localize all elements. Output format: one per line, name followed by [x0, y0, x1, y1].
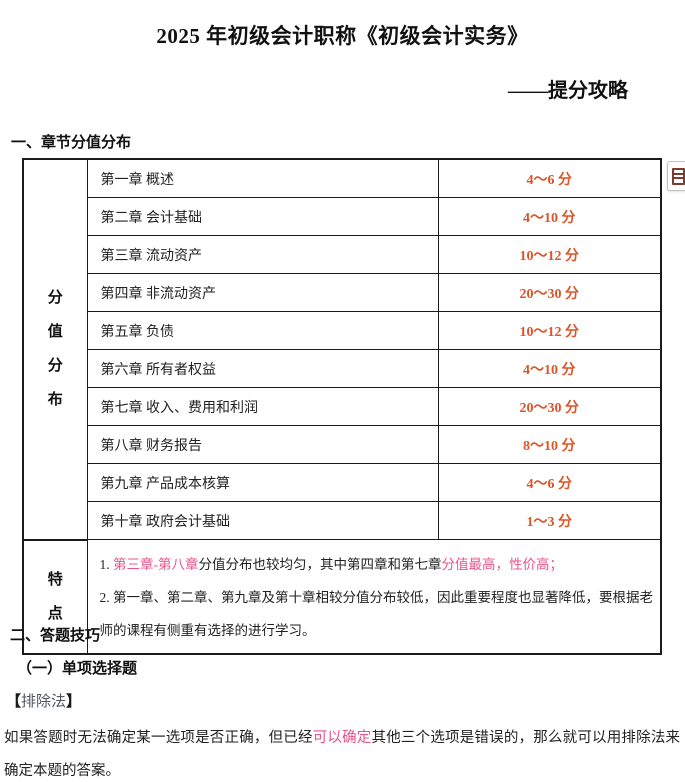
score-cell: 8～10 分	[437, 425, 662, 464]
score-cell: 4～6 分	[437, 463, 662, 502]
table-row: 第五章 负债 10～12 分	[23, 311, 662, 350]
score-cell: 1～3 分	[437, 501, 662, 540]
score-distribution-vertical-label: 分值分布	[47, 290, 63, 409]
note1-highlight: 分值最高，性价高；	[441, 557, 564, 572]
score-distribution-table: 分值分布 第一章 概述 4～6 分第二章 会计基础 4～10 分第三章 流动资产 10～…	[22, 158, 662, 655]
page-subtitle: ——提分攻略	[508, 80, 628, 102]
table-row: 第六章 所有者权益 4～10 分	[23, 349, 662, 388]
chapter-cell: 第七章 收入、费用和利润	[86, 387, 439, 426]
note1-body: 分值分布也较均匀，其中第四章和第七章	[198, 557, 442, 572]
chapter-cell: 第三章 流动资产	[86, 235, 439, 274]
section2-sub-heading: （一）单项选择题	[17, 661, 138, 677]
score-cell: 4～10 分	[437, 197, 662, 236]
score-rows: 分值分布 第一章 概述 4～6 分第二章 会计基础 4～10 分第三章 流动资产 10～…	[22, 158, 662, 540]
chapter-cell: 第九章 产品成本核算	[86, 463, 439, 502]
chapter-cell: 第十章 政府会计基础	[86, 501, 439, 540]
bracket-open: 【	[6, 694, 22, 710]
section2-heading: 二、答题技巧	[10, 628, 101, 644]
paragraph-highlight: 可以确定	[312, 730, 372, 746]
feature-note-2: 2. 第一章、第二章、第九章及第十章相较分值分布较低，因此重要程度也显著降低，要…	[99, 590, 654, 638]
table-row: 第三章 流动资产 10～12 分	[23, 235, 662, 274]
score-cell: 20～30 分	[437, 273, 662, 312]
note1-prefix: 1.	[99, 557, 113, 572]
feature-vertical-label: 特点	[47, 571, 63, 622]
table-row: 第十章 政府会计基础 1～3 分	[23, 501, 662, 540]
section1-heading: 一、章节分值分布	[11, 135, 132, 151]
score-distribution-label-cell: 分值分布	[22, 158, 88, 540]
score-cell: 20～30 分	[437, 387, 662, 426]
table-row: 分值分布 第一章 概述 4～6 分	[22, 158, 662, 540]
chapter-cell: 第八章 财务报告	[86, 425, 439, 464]
table-row: 第七章 收入、费用和利润 20～30 分	[23, 387, 662, 426]
feature-note-1: 1. 第三章-第八章分值分布也较均匀，其中第四章和第七章分值最高，性价高；	[100, 548, 661, 581]
table-row: 第二章 会计基础 4～10 分	[23, 197, 662, 236]
chapter-cell: 第六章 所有者权益	[86, 349, 439, 388]
score-cell: 10～12 分	[437, 235, 662, 274]
feature-row-group: 特点 1. 第三章-第八章分值分布也较均匀，其中第四章和第七章分值最高，性价高；…	[22, 538, 662, 655]
feature-label-cell: 特点	[22, 538, 88, 655]
method-title: 【排除法】	[6, 690, 81, 711]
table-grid-icon	[672, 168, 685, 185]
table-row: 第九章 产品成本核算 4～6 分	[23, 463, 662, 502]
page-title: 2025 年初级会计职称《初级会计实务》	[156, 24, 529, 48]
bracket-close: 】	[66, 694, 82, 710]
score-cell: 4～6 分	[437, 158, 662, 198]
table-tool-button[interactable]	[667, 161, 685, 191]
score-cell: 4～10 分	[437, 349, 662, 388]
chapter-cell: 第四章 非流动资产	[86, 273, 439, 312]
body-paragraph: 如果答题时无法确定某一选项是否正确，但已经可以确定其他三个选项是错误的，那么就可…	[4, 722, 680, 782]
paragraph-text-2: 其他三个选项是错误的，那么就可以用排除法来确定本题的答案。	[4, 730, 681, 779]
table-row: 第八章 财务报告 8～10 分	[23, 425, 662, 464]
chapter-cell: 第二章 会计基础	[86, 197, 439, 236]
method-name: 排除法	[21, 694, 67, 710]
chapter-cell: 第五章 负债	[86, 311, 439, 350]
paragraph-text-1: 如果答题时无法确定某一选项是否正确，但已经	[4, 730, 313, 746]
chapter-cell: 第一章 概述	[86, 158, 439, 198]
score-cell: 10～12 分	[437, 311, 662, 350]
feature-row: 特点 1. 第三章-第八章分值分布也较均匀，其中第四章和第七章分值最高，性价高；…	[22, 538, 662, 655]
note1-chapter-range: 第三章-第八章	[113, 557, 199, 572]
table-row: 第四章 非流动资产 20～30 分	[23, 273, 662, 312]
feature-notes-cell: 1. 第三章-第八章分值分布也较均匀，其中第四章和第七章分值最高，性价高； 2.…	[86, 539, 662, 655]
